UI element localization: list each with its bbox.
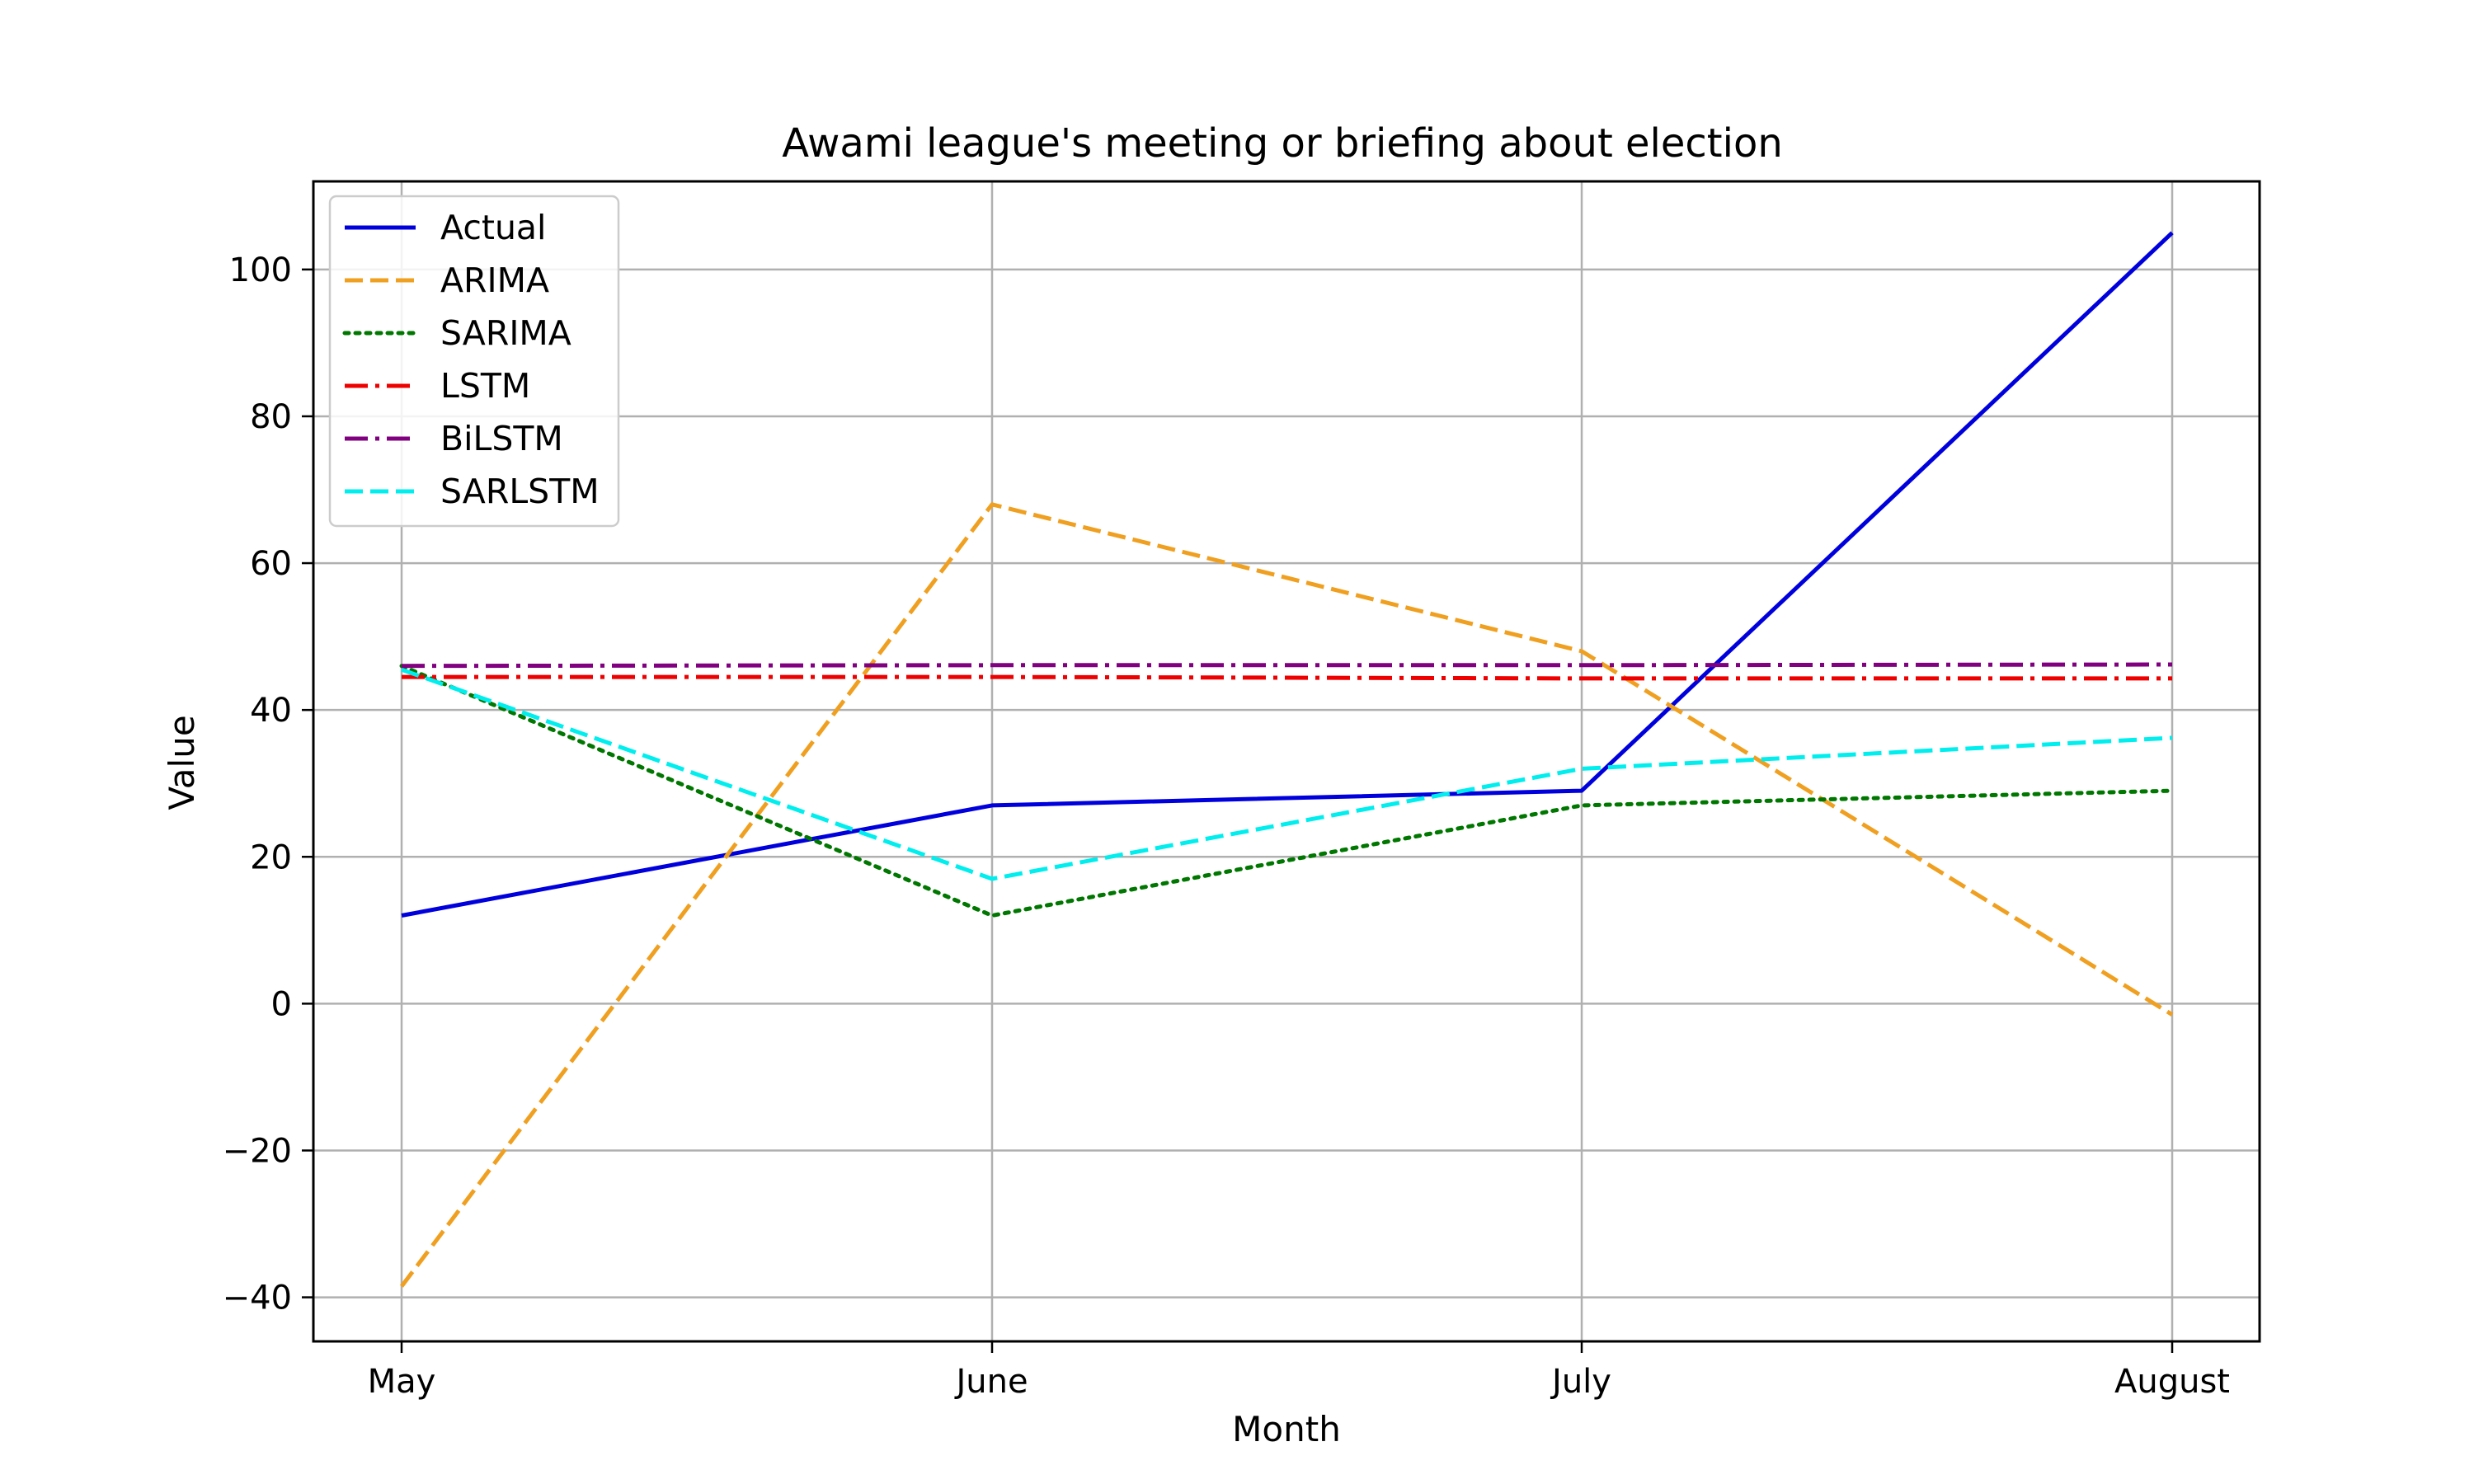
y-tick-label-7: 100 [229, 251, 292, 289]
series-line-sarlstm [401, 667, 2173, 881]
legend-label-sarima: SARIMA [440, 313, 571, 353]
legend-label-sarlstm: SARLSTM [440, 472, 600, 511]
y-tick-label-5: 60 [250, 545, 292, 583]
y-tick-label-3: 20 [250, 838, 292, 876]
series-line-bilstm [401, 662, 2173, 669]
y-tick-label-1: −20 [223, 1132, 292, 1170]
legend-label-arima: ARIMA [440, 261, 549, 300]
legend-label-lstm: LSTM [440, 366, 530, 406]
x-axis-label: Month [1232, 1409, 1341, 1449]
y-tick-label-6: 80 [250, 398, 292, 436]
chart-title: Awami league's meeting or briefing about… [782, 120, 1783, 167]
legend-label-actual: Actual [440, 208, 546, 247]
legend-label-bilstm: BiLSTM [440, 419, 563, 458]
series-line-sarima [399, 664, 2175, 918]
legend: Actual ARIMA SARIMA LSTM BiLSTM SARLSTM [328, 195, 620, 528]
series-line-arima [400, 502, 2174, 1288]
series-line-actual [401, 231, 2174, 918]
y-tick-label-4: 40 [250, 692, 292, 730]
x-tick-label-1: June [953, 1363, 1028, 1401]
x-tick-label-2: July [1550, 1363, 1611, 1401]
x-tick-label-3: August [2114, 1363, 2230, 1401]
y-axis-label: Value [162, 715, 202, 810]
y-ticks: −40 −20 0 20 40 60 80 100 [223, 251, 313, 1317]
y-tick-label-0: −40 [223, 1280, 292, 1317]
y-tick-label-2: 0 [271, 985, 292, 1023]
plot-frame [312, 180, 2261, 1343]
series-line-lstm [402, 674, 2172, 681]
series-lines [399, 231, 2175, 1288]
x-ticks: May June July August [368, 1341, 2230, 1401]
x-tick-label-0: May [368, 1363, 436, 1401]
